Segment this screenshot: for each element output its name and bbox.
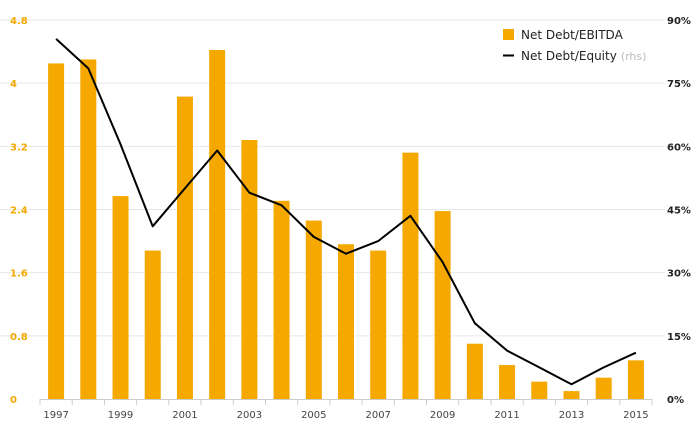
y-left-tick-label: 3.2 xyxy=(10,142,28,153)
legend-label-line: Net Debt/Equity (rhs) xyxy=(521,49,646,63)
x-tick-label: 2011 xyxy=(494,410,519,421)
gridlines xyxy=(0,19,665,337)
x-tick-label: 2013 xyxy=(559,410,584,421)
bar xyxy=(80,59,97,400)
y-right-tick-label: 15% xyxy=(667,332,691,343)
bar xyxy=(595,377,612,399)
y-left-tick-label: 0 xyxy=(10,395,17,406)
x-tick-label: 2005 xyxy=(301,410,326,421)
x-axis: 1997 1999 2001 2003 2005 2007 2009 2011 2013 2015 xyxy=(39,399,653,421)
bar xyxy=(209,50,226,400)
x-tick-label: 2001 xyxy=(172,410,197,421)
bar xyxy=(531,381,548,399)
legend-label-bar: Net Debt/EBITDA xyxy=(521,28,624,42)
net-debt-equity-line xyxy=(55,38,637,386)
legend-label-line-suffix: (rhs) xyxy=(621,50,647,63)
y-axis-right: 0% 15% 30% 45% 60% 75% 90% xyxy=(667,16,691,406)
x-tick-label: 1999 xyxy=(108,410,133,421)
y-right-tick-label: 60% xyxy=(667,142,691,153)
line-series xyxy=(55,38,637,386)
y-right-tick-label: 45% xyxy=(667,206,691,217)
y-axis-left: 0 0.8 1.6 2.4 3.2 4 4.8 xyxy=(10,16,28,406)
y-left-tick-label: 4 xyxy=(10,79,17,90)
legend: Net Debt/EBITDA Net Debt/Equity (rhs) xyxy=(503,28,646,63)
bar xyxy=(48,63,65,399)
y-left-tick-label: 0.8 xyxy=(10,332,28,343)
y-right-tick-label: 90% xyxy=(667,16,691,27)
y-left-tick-label: 2.4 xyxy=(10,206,28,217)
legend-label-line-text: Net Debt/Equity xyxy=(521,49,617,63)
bar xyxy=(176,96,193,399)
x-tick-label: 2015 xyxy=(623,410,648,421)
bar xyxy=(112,196,129,399)
bar xyxy=(370,250,387,399)
y-right-tick-label: 0% xyxy=(667,395,684,406)
bar xyxy=(338,244,354,399)
y-right-tick-label: 75% xyxy=(667,79,691,90)
x-tick-label: 2009 xyxy=(430,410,455,421)
bar xyxy=(627,360,644,399)
x-tick-label: 1997 xyxy=(43,410,68,421)
bar xyxy=(402,152,419,399)
bar-series xyxy=(48,50,644,400)
legend-swatch-bar xyxy=(503,29,514,40)
bar xyxy=(466,343,483,399)
bar xyxy=(434,211,451,399)
bar xyxy=(305,220,322,399)
x-tick-label: 2007 xyxy=(365,410,390,421)
bar xyxy=(563,391,580,399)
bar xyxy=(241,140,258,399)
y-left-tick-label: 4.8 xyxy=(10,16,28,27)
bar xyxy=(273,200,290,399)
x-tick-label: 2003 xyxy=(237,410,262,421)
y-left-tick-label: 1.6 xyxy=(10,269,28,280)
y-right-tick-label: 30% xyxy=(667,269,691,280)
bar xyxy=(499,365,516,399)
bar xyxy=(144,250,161,399)
